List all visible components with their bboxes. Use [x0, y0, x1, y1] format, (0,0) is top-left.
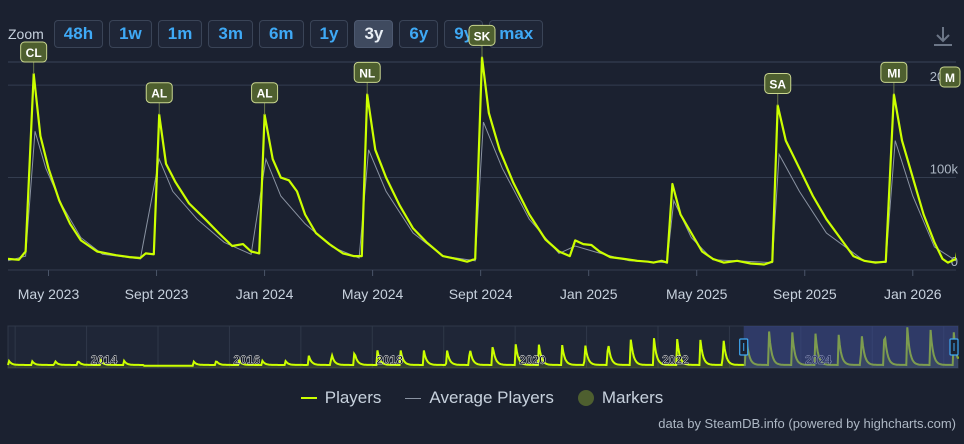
players-swatch [300, 397, 317, 399]
marker-badge [764, 72, 792, 94]
marker-badge [251, 82, 279, 104]
legend-players-label: Players [324, 388, 382, 407]
navigator-year-label: 2014 [91, 353, 118, 367]
markers-swatch [577, 390, 594, 406]
marker-label: NL [359, 66, 375, 80]
credit-text: data by SteamDB.info (powered by highcha… [658, 416, 956, 431]
navigator-selection [743, 326, 958, 368]
legend-players[interactable]: Players [300, 388, 382, 408]
navigator-year-label: 2016 [233, 353, 260, 367]
y-tick-label: 0 [951, 254, 958, 269]
zoom-label: Zoom [8, 26, 44, 42]
marker-badge [880, 61, 908, 83]
navigator-year-label: 2022 [662, 353, 689, 367]
zoom-bar: Zoom 48h 1w 1m 3m 6m 1y 3y 6y 9y max [8, 18, 544, 50]
marker-label: AL [151, 87, 167, 101]
navigator-year-label: 2020 [519, 353, 546, 367]
zoom-button-max[interactable]: max [489, 20, 544, 48]
zoom-button-3y[interactable]: 3y [354, 20, 394, 48]
x-tick-label: Jan 2025 [560, 286, 618, 302]
series-average-players [8, 121, 956, 264]
x-tick-label: May 2023 [18, 286, 80, 302]
average-swatch [405, 397, 422, 399]
legend-markers[interactable]: Markers [577, 388, 664, 408]
series-players [8, 56, 956, 266]
marker-badge [145, 82, 173, 104]
marker-badge [939, 66, 961, 88]
y-tick-label: 100k [930, 162, 959, 177]
zoom-button-48h[interactable]: 48h [53, 20, 104, 48]
zoom-button-6m[interactable]: 6m [258, 20, 304, 48]
zoom-button-1y[interactable]: 1y [309, 20, 349, 48]
legend-average[interactable]: Average Players [405, 388, 554, 408]
legend: Players Average Players Markers [0, 388, 964, 408]
marker-label: M [945, 71, 955, 85]
x-tick-label: Sept 2023 [125, 286, 189, 302]
legend-markers-label: Markers [601, 388, 664, 407]
download-icon[interactable] [930, 24, 956, 50]
zoom-button-6y[interactable]: 6y [399, 20, 439, 48]
zoom-button-3m[interactable]: 3m [208, 20, 253, 48]
x-tick-label: Jan 2024 [236, 286, 294, 302]
marker-label: SA [769, 77, 786, 91]
x-tick-label: Jan 2026 [884, 286, 942, 302]
marker-label: MI [887, 66, 900, 80]
legend-average-label: Average Players [429, 388, 554, 407]
x-tick-label: Sept 2024 [449, 286, 513, 302]
marker-badge [468, 24, 496, 46]
x-tick-label: May 2025 [666, 286, 728, 302]
zoom-button-1m[interactable]: 1m [157, 20, 203, 48]
marker-label: CL [26, 46, 42, 60]
marker-label: SK [474, 29, 491, 43]
marker-badge [20, 41, 48, 63]
marker-label: AL [257, 87, 273, 101]
zoom-button-1w[interactable]: 1w [109, 20, 152, 48]
navigator-year-label: 2018 [376, 353, 403, 367]
x-tick-label: May 2024 [342, 286, 404, 302]
x-tick-label: Sept 2025 [773, 286, 837, 302]
marker-badge [353, 61, 381, 83]
